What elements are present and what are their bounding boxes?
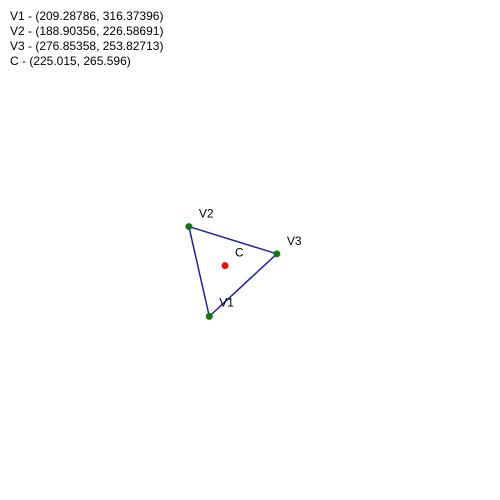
coordinate-readouts: V1 - (209.28786, 316.37396) V2 - (188.90…: [10, 9, 163, 69]
vertex-v3-point: [273, 250, 281, 258]
vertex-v1-label: V1: [219, 295, 234, 309]
centroid-point: [221, 262, 229, 270]
readout-v3: V3 - (276.85358, 253.82713): [10, 39, 164, 53]
readout-c: C - (225.015, 265.596): [10, 54, 131, 68]
vertex-v1-point: [205, 312, 213, 320]
readout-v2: V2 - (188.90356, 226.58691): [10, 24, 164, 38]
triangle-outline: [187, 225, 279, 318]
vertex-v2-label: V2: [199, 207, 214, 221]
readout-v1: V1 - (209.28786, 316.37396): [10, 9, 164, 23]
vertex-v3-label: V3: [287, 234, 302, 248]
centroid-label: C: [235, 246, 244, 260]
vertex-v2-point: [185, 223, 193, 231]
